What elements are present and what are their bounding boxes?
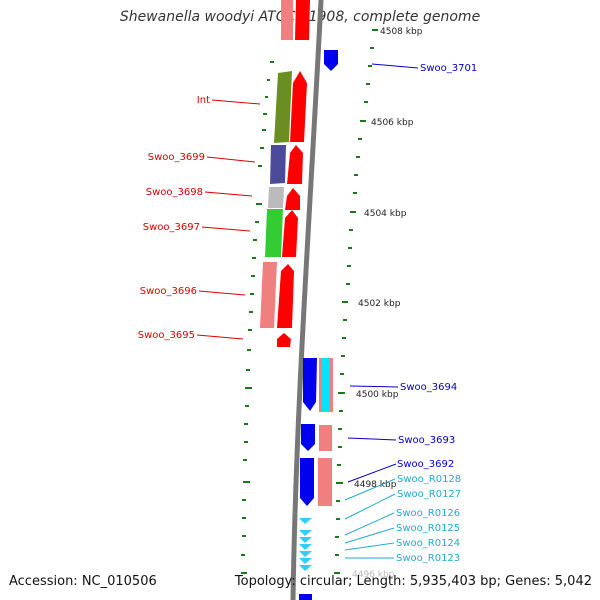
trna-arrow[interactable] [299,530,312,536]
trna-arrow[interactable] [299,565,312,571]
gene-int-arrow[interactable] [290,71,307,142]
scale-label: 4502 kbp [358,299,401,309]
scale-label: 4508 kbp [380,27,423,37]
trna-arrow[interactable] [299,537,312,543]
label-swoo-3692[interactable]: Swoo_3692 [397,459,454,470]
trna-arrow[interactable] [299,518,312,524]
gene-3694-cyan[interactable] [322,358,330,412]
trna-arrow[interactable] [299,551,312,557]
label-swoo-r0127[interactable]: Swoo_R0127 [397,489,461,500]
trna-arrow[interactable] [299,558,312,564]
scale-label: 4498 kbp [354,480,397,490]
gene-int-olive[interactable] [274,71,292,143]
label-swoo-r0125[interactable]: Swoo_R0125 [396,523,460,534]
label-swoo-3698[interactable]: Swoo_3698 [146,187,203,198]
scale-label: 4506 kbp [371,118,414,128]
label-swoo-3695[interactable]: Swoo_3695 [138,330,195,341]
gene-3698-arrow[interactable] [285,188,300,210]
reverse-strand-genes [260,0,310,347]
scale-label: 4504 kbp [364,209,407,219]
label-swoo-r0123[interactable]: Swoo_R0123 [396,553,460,564]
gene-3696-pink[interactable] [260,262,277,328]
gene-arrow-top-red[interactable] [295,0,310,40]
label-int[interactable]: Int [197,95,210,106]
trna-cluster [299,518,312,571]
gene-3693-arrow[interactable] [301,424,315,451]
gene-3695-arrow[interactable] [277,333,291,347]
left-gene-labels: Int Swoo_3699 Swoo_3698 Swoo_3697 Swoo_3… [138,95,261,341]
gene-block-top-pink[interactable] [281,0,293,40]
gene-3696-arrow[interactable] [277,264,294,328]
label-swoo-r0124[interactable]: Swoo_R0124 [396,538,460,549]
gene-3699-purple[interactable] [270,145,286,184]
gene-3693-pink[interactable] [319,425,332,451]
scale-label: 4496 kbp [352,570,395,580]
label-swoo-3701[interactable]: Swoo_3701 [420,63,477,74]
gene-3698-grey[interactable] [268,187,284,208]
label-swoo-3694[interactable]: Swoo_3694 [400,382,457,393]
forward-strand-genes [299,50,338,600]
gene-3692-pink[interactable] [318,458,332,506]
genome-summary: Topology: circular; Length: 5,935,403 bp… [234,574,592,589]
label-swoo-3696[interactable]: Swoo_3696 [140,286,197,297]
label-swoo-r0128[interactable]: Swoo_R0128 [397,474,461,485]
gene-3699-arrow[interactable] [287,145,303,184]
genome-backbone [290,0,324,600]
scale-label: 4500 kbp [356,390,399,400]
trna-arrow[interactable] [299,544,312,550]
accession-label: Accession: NC_010506 [9,574,157,589]
gene-bottom-blue[interactable] [299,594,312,600]
label-swoo-3699[interactable]: Swoo_3699 [148,152,205,163]
gene-3697-green[interactable] [265,209,283,257]
scale-labels: 4508 kbp 4506 kbp 4504 kbp 4502 kbp 4500… [352,27,423,580]
label-swoo-3693[interactable]: Swoo_3693 [398,435,455,446]
right-gene-labels: Swoo_3701 Swoo_3694 Swoo_3693 Swoo_3692 [347,63,477,483]
gene-3701-arrow[interactable] [324,50,338,71]
gene-3694-arrow[interactable] [303,358,317,411]
gene-3692-arrow[interactable] [300,458,314,506]
trna-labels: Swoo_R0128 Swoo_R0127 Swoo_R0126 Swoo_R0… [344,474,461,564]
right-tick-track [334,29,378,574]
left-tick-track [241,61,274,574]
label-swoo-3697[interactable]: Swoo_3697 [143,222,200,233]
gene-3697-arrow[interactable] [282,210,298,257]
label-swoo-r0126[interactable]: Swoo_R0126 [396,508,460,519]
